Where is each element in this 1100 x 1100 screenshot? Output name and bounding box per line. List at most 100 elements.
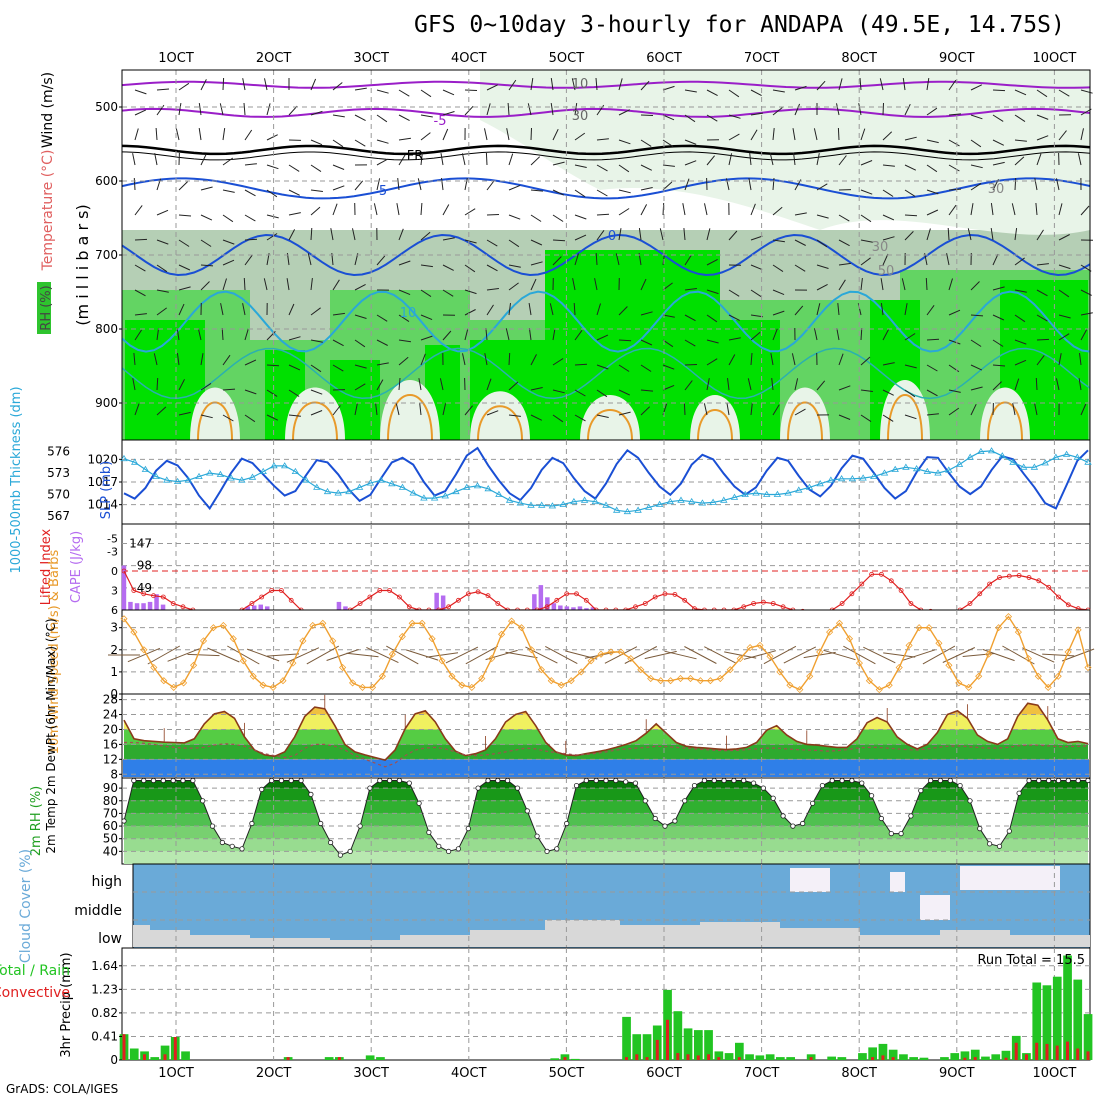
wind-barb <box>376 139 389 144</box>
surface-wind-barb <box>922 645 956 665</box>
lifted-index-marker <box>780 604 786 610</box>
cloud-level-middle: middle <box>74 903 122 919</box>
wind-barb <box>266 414 279 421</box>
rh-marker <box>504 777 511 784</box>
wind-barb <box>310 410 323 416</box>
wind-barb <box>288 414 301 417</box>
lifted-index-marker <box>1036 578 1042 584</box>
contour-label: 30 <box>572 109 589 124</box>
wind-barb <box>332 114 345 118</box>
orange-contour <box>477 405 523 441</box>
rh-marker <box>809 800 816 806</box>
wind-speed-marker <box>885 681 893 689</box>
wind-speed-marker <box>259 681 267 689</box>
thickness-marker <box>677 496 685 503</box>
low-cloud-block <box>250 938 330 947</box>
wind-barb <box>332 139 344 148</box>
wind-barb <box>992 253 999 266</box>
wind-speed-marker <box>985 650 993 658</box>
thickness-marker <box>355 483 364 490</box>
wind-barb <box>134 329 143 341</box>
lifted-index-marker <box>475 589 481 595</box>
wind-barb <box>1014 339 1027 345</box>
wind-speed-marker <box>647 674 655 683</box>
wind-barb <box>398 356 409 366</box>
temperature-line <box>123 702 1089 761</box>
surface-wind-barb <box>763 645 797 665</box>
wind-barb <box>200 281 210 291</box>
thickness-line <box>123 450 1089 513</box>
wind-barb <box>772 404 780 416</box>
wind-barb <box>684 380 693 391</box>
wind-barb <box>354 180 364 191</box>
thickness-marker <box>666 497 675 505</box>
wind-barb <box>178 411 191 416</box>
wind-speed-marker <box>170 683 178 691</box>
wind-barb <box>1014 156 1025 166</box>
wind-speed-marker <box>1054 672 1062 680</box>
wind-barb <box>376 379 384 391</box>
wind-barb <box>904 303 908 316</box>
wind-speed-marker <box>180 679 188 687</box>
wind-barb <box>882 389 894 396</box>
temp-contour-10 <box>121 290 1091 353</box>
wind-barb <box>1080 128 1084 141</box>
wind-barb <box>574 414 586 422</box>
precip-convective-bar <box>1045 1043 1049 1060</box>
wind-barb <box>772 107 783 116</box>
precip-convective-bar <box>625 1057 628 1060</box>
surface-wind-barb <box>167 648 200 662</box>
wind-barb <box>486 84 499 91</box>
wind-barb <box>332 164 345 170</box>
thickness-tick-label: 573 <box>47 466 70 480</box>
wind-barb <box>395 403 400 416</box>
wind-barb <box>442 128 449 141</box>
y-tick-label: 0.82 <box>91 1006 118 1020</box>
thickness-marker <box>848 475 857 482</box>
wind-barb <box>440 153 444 166</box>
lifted-index-marker <box>141 591 147 597</box>
lifted-index-marker <box>574 591 579 597</box>
chart-title: GFS 0~10day 3-hourly for ANDAPA (49.5E, … <box>414 12 1065 38</box>
wind-barb <box>706 258 718 266</box>
wind-barb <box>948 204 957 216</box>
wind-barb <box>178 379 185 391</box>
surface-wind-barb <box>207 647 240 663</box>
wind-barb <box>530 127 532 141</box>
rh-marker <box>180 777 186 784</box>
rh-marker <box>613 777 619 784</box>
thickness-marker <box>816 480 824 487</box>
lifted-index-marker <box>180 604 186 610</box>
thickness-marker <box>173 477 182 484</box>
wind-barb <box>286 278 290 291</box>
wind-barb <box>836 103 840 116</box>
orange-contour <box>387 394 433 441</box>
wind-barb <box>418 378 422 391</box>
wind-barb <box>1014 89 1027 96</box>
rh-marker <box>573 782 580 789</box>
wind-barb <box>816 153 820 166</box>
wind-barb <box>398 377 401 391</box>
y-tick-label: 500 <box>95 100 118 114</box>
wind-barb <box>747 378 752 391</box>
precip-total-bar <box>550 1058 560 1060</box>
wind-barb <box>662 85 675 91</box>
precip-convective-bar <box>737 1057 741 1060</box>
lifted-index-marker <box>1006 573 1012 579</box>
y-tick-label: 24 <box>103 708 118 722</box>
thickness-marker <box>1073 453 1082 460</box>
y-tick-label: 700 <box>95 248 118 262</box>
wind-barb <box>156 406 167 416</box>
wind-barb <box>375 403 378 416</box>
precip-total-bar <box>868 1047 877 1060</box>
wind-barb <box>946 253 950 266</box>
wind-barb <box>462 353 466 366</box>
cape-bar <box>265 606 270 610</box>
wind-barb <box>461 153 466 166</box>
wind-barb <box>970 84 983 91</box>
thickness-marker <box>773 490 782 497</box>
surface-wind-barb <box>1022 647 1055 663</box>
wind-barb <box>486 304 494 316</box>
rh-marker <box>642 798 648 804</box>
